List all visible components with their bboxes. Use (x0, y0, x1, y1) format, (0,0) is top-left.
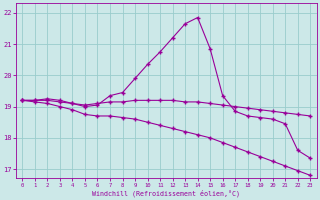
X-axis label: Windchill (Refroidissement éolien,°C): Windchill (Refroidissement éolien,°C) (92, 189, 240, 197)
